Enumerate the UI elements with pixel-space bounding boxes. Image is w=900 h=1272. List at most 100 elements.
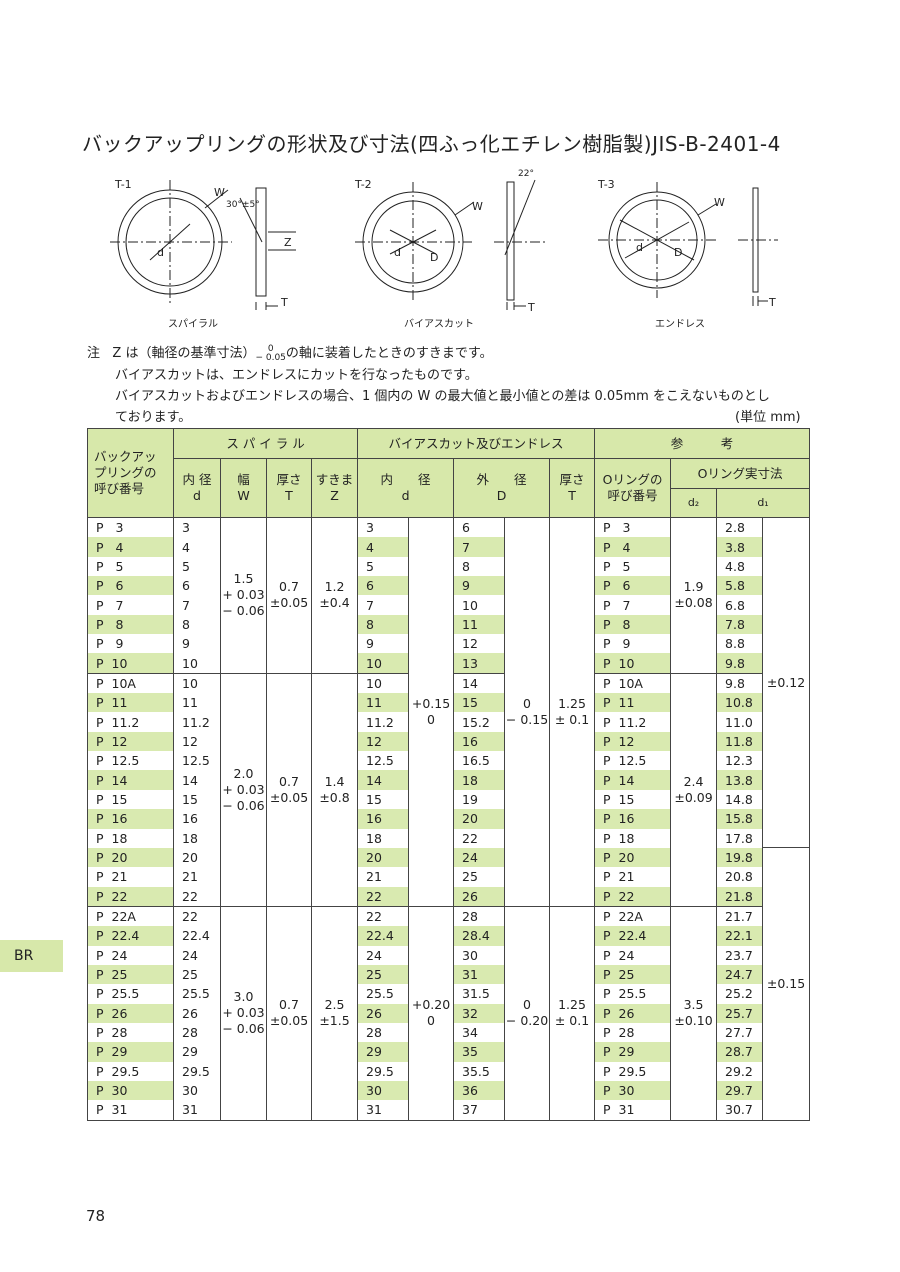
diagram-label: T-3: [597, 178, 615, 191]
table-cell: 8.8: [716, 634, 764, 654]
table-head: バックアッ プリングの 呼び番号ス パ イ ラ ルバイアスカット及びエンドレス参 考…: [87, 428, 811, 518]
table-cell: 9: [357, 634, 410, 654]
table-cell: 34: [453, 1022, 506, 1043]
table-cell: 14: [173, 770, 221, 790]
cell-line: プリングの: [94, 465, 157, 480]
cell-line: Oリングの: [602, 472, 663, 487]
table-cell: 9.8: [716, 653, 764, 674]
table-row: P 9 9 9 12 P 9 8.8: [87, 634, 810, 654]
table-cell: 16.5: [453, 751, 506, 771]
table-cell: P 22.4: [87, 926, 174, 946]
table-cell: 28: [453, 905, 506, 927]
table-cell: 11: [357, 693, 410, 713]
table-cell: 11: [173, 693, 221, 713]
table-cell: 10: [357, 672, 410, 694]
cell-line: 2.0: [233, 765, 254, 781]
table-cell: 15.2: [453, 712, 506, 732]
table-cell: 15.8: [716, 809, 764, 829]
cell-line: 0: [427, 1013, 435, 1029]
table-cell: 25.2: [716, 984, 764, 1004]
diagram-caption: バイアスカット: [404, 318, 474, 330]
table-cell: 26: [173, 1003, 221, 1023]
header-cell: d₁: [716, 488, 811, 518]
table-row: P 22A 22 3.0 + 0.03− 0.06 0.7 ±0.05 2.5 ±1.5 22 +…: [87, 905, 810, 1121]
diagram-spiral: [110, 180, 296, 310]
table-cell: 21: [173, 867, 221, 887]
table-cell: 22: [357, 905, 410, 927]
cell-line: 厚さ: [559, 472, 585, 487]
cell-line: +0.15: [411, 695, 451, 711]
dimension-label: T: [768, 296, 776, 309]
group-cell: 1.4 ±0.8: [310, 672, 359, 907]
dimension-label: T: [527, 301, 535, 314]
group-cell: 1.5 + 0.03− 0.06: [220, 517, 267, 674]
table-cell: P 18: [594, 828, 672, 848]
table-cell: P 22.4: [594, 926, 672, 946]
table-cell: 35.5: [453, 1061, 506, 1081]
table-cell: 9: [173, 634, 221, 654]
table-row: P 29 29 29 35 P 29 28.7: [87, 1042, 810, 1062]
cell-line: + 0.03: [222, 1005, 265, 1021]
table-cell: 25.5: [357, 984, 410, 1004]
page-number: 78: [86, 1207, 106, 1225]
table-cell: P 22: [87, 886, 174, 907]
table-row: P 25 25 25 31 P 25 24.7: [87, 964, 810, 985]
table-row: P 22.4 22.4 22.4 28.4 P 22.4 22.1: [87, 926, 810, 946]
table-row: P 24 24 24 30 P 24 23.7: [87, 945, 810, 965]
table-cell: 31: [453, 964, 506, 985]
table-cell: P 14: [594, 770, 672, 790]
cell-line: 0: [523, 695, 531, 711]
diagram-caption: スパイラル: [168, 318, 218, 330]
table-cell: 8: [357, 614, 410, 635]
table-cell: 7: [173, 595, 221, 615]
table-cell: 25.7: [716, 1003, 764, 1023]
table-cell: 15: [357, 789, 410, 810]
cell-line: 1.9: [683, 579, 704, 595]
header-cell: 厚さ T: [266, 458, 312, 518]
diagram-label: T-1: [114, 178, 132, 191]
group-cell: 2.5 ±1.5: [310, 905, 359, 1121]
cell-line: 1.5: [233, 571, 254, 587]
table-cell: 29: [357, 1042, 410, 1062]
group-cell: 3.0 + 0.03− 0.06: [220, 905, 267, 1121]
note-line: 注 Z は（軸径の基準寸法） 0− 0.05 の軸に装着したときのすきまです。: [87, 342, 493, 363]
group-cell: 0− 0.15: [504, 517, 551, 907]
table-cell: P 24: [594, 945, 672, 965]
table-cell: 7: [453, 537, 506, 557]
group-cell: 0.7 ±0.05: [266, 672, 312, 907]
table-cell: P 12.5: [87, 751, 174, 771]
table-cell: 21.8: [716, 886, 764, 907]
table-cell: P 22A: [87, 905, 174, 927]
table-cell: P 7: [594, 595, 672, 615]
table-cell: 13: [453, 653, 506, 674]
table-cell: P 24: [87, 945, 174, 965]
table-cell: 25.5: [173, 984, 221, 1004]
unit-note: (単位 mm): [735, 410, 801, 425]
table-row: P 20 20 20 24 P 20 19.8 ±0.15: [87, 847, 811, 1121]
cell-line: 1.2: [324, 579, 345, 595]
table-row: P 8 8 8 11 P 8 7.8: [87, 614, 810, 635]
table-cell: 5: [357, 556, 410, 577]
cell-line: D: [496, 488, 507, 503]
cell-line: ±0.8: [319, 789, 350, 805]
table-cell: 4.8: [716, 556, 764, 577]
cell-line: 1.25: [558, 997, 586, 1013]
table-cell: P 31: [594, 1100, 672, 1121]
note-text: の軸に装着したときのすきまです。: [285, 346, 493, 361]
table-cell: 28: [173, 1022, 221, 1043]
header-cell: Oリング実寸法: [670, 458, 811, 489]
table-cell: P 3: [87, 517, 174, 538]
diagram-endless: [598, 182, 778, 306]
table-cell: P 30: [87, 1080, 174, 1101]
table-cell: P 25: [594, 964, 672, 985]
table-row: P 10A 10 2.0 + 0.03− 0.06 0.7 ±0.05 1.4 ±0.8 10 1…: [87, 672, 810, 907]
table-cell: P 11: [594, 693, 672, 713]
table-cell: 8: [453, 556, 506, 577]
group-cell: 0.7 ±0.05: [266, 517, 312, 674]
table-row: P 12.5 12.5 12.5 16.5 P 12.5 12.3: [87, 751, 810, 771]
table-cell: 3: [357, 517, 410, 538]
dimension-label: 22°: [518, 169, 534, 179]
